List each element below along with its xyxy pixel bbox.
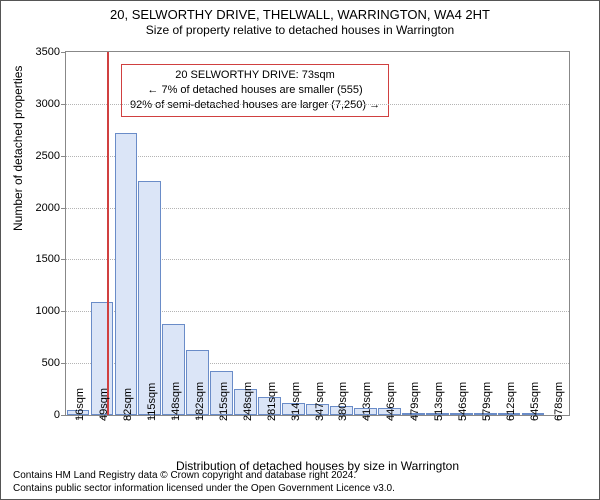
xtick-label: 49sqm	[98, 388, 110, 421]
xtick-label: 678sqm	[553, 382, 565, 421]
ytick-label: 3500	[36, 46, 66, 58]
xtick-label: 347sqm	[314, 382, 326, 421]
ytick-label: 1000	[36, 305, 66, 317]
ytick-label: 1500	[36, 253, 66, 265]
property-info-box: 20 SELWORTHY DRIVE: 73sqm← 7% of detache…	[121, 64, 389, 117]
footer-line-2: Contains public sector information licen…	[13, 483, 395, 496]
histogram-bar	[138, 181, 161, 415]
ytick-label: 2000	[36, 202, 66, 214]
xtick-label: 446sqm	[385, 382, 397, 421]
xtick-label: 248sqm	[242, 382, 254, 421]
xtick-label: 281sqm	[266, 382, 278, 421]
title-block: 20, SELWORTHY DRIVE, THELWALL, WARRINGTO…	[1, 1, 599, 38]
xtick-label: 645sqm	[529, 382, 541, 421]
xtick-label: 16sqm	[74, 388, 86, 421]
xtick-label: 115sqm	[146, 383, 158, 421]
xtick-label: 546sqm	[457, 382, 469, 421]
gridline	[66, 104, 569, 105]
y-axis-label: Number of detached properties	[11, 66, 25, 231]
title-subtitle: Size of property relative to detached ho…	[1, 23, 599, 38]
xtick-label: 82sqm	[122, 388, 134, 421]
xtick-label: 479sqm	[409, 382, 421, 421]
ytick-label: 3000	[36, 98, 66, 110]
xtick-label: 148sqm	[170, 382, 182, 421]
info-box-line: ← 7% of detached houses are smaller (555…	[130, 83, 380, 98]
plot-area: 20 SELWORTHY DRIVE: 73sqm← 7% of detache…	[65, 51, 570, 416]
xtick-label: 513sqm	[433, 382, 445, 421]
ytick-label: 2500	[36, 150, 66, 162]
gridline	[66, 156, 569, 157]
xtick-label: 579sqm	[481, 382, 493, 421]
histogram-bar	[115, 133, 138, 415]
ytick-label: 0	[54, 409, 66, 421]
ytick-label: 500	[42, 357, 66, 369]
xtick-label: 413sqm	[361, 382, 373, 421]
info-box-line: 20 SELWORTHY DRIVE: 73sqm	[130, 68, 380, 83]
attribution-footer: Contains HM Land Registry data © Crown c…	[13, 470, 395, 495]
xtick-label: 612sqm	[505, 382, 517, 421]
title-address: 20, SELWORTHY DRIVE, THELWALL, WARRINGTO…	[1, 7, 599, 23]
xtick-label: 380sqm	[337, 382, 349, 421]
footer-line-1: Contains HM Land Registry data © Crown c…	[13, 470, 395, 483]
xtick-label: 314sqm	[290, 382, 302, 421]
xtick-label: 215sqm	[218, 382, 230, 421]
info-box-line: 92% of semi-detached houses are larger (…	[130, 98, 380, 113]
xtick-label: 182sqm	[194, 382, 206, 421]
chart-container: 20, SELWORTHY DRIVE, THELWALL, WARRINGTO…	[0, 0, 600, 500]
property-marker-line	[107, 52, 109, 415]
